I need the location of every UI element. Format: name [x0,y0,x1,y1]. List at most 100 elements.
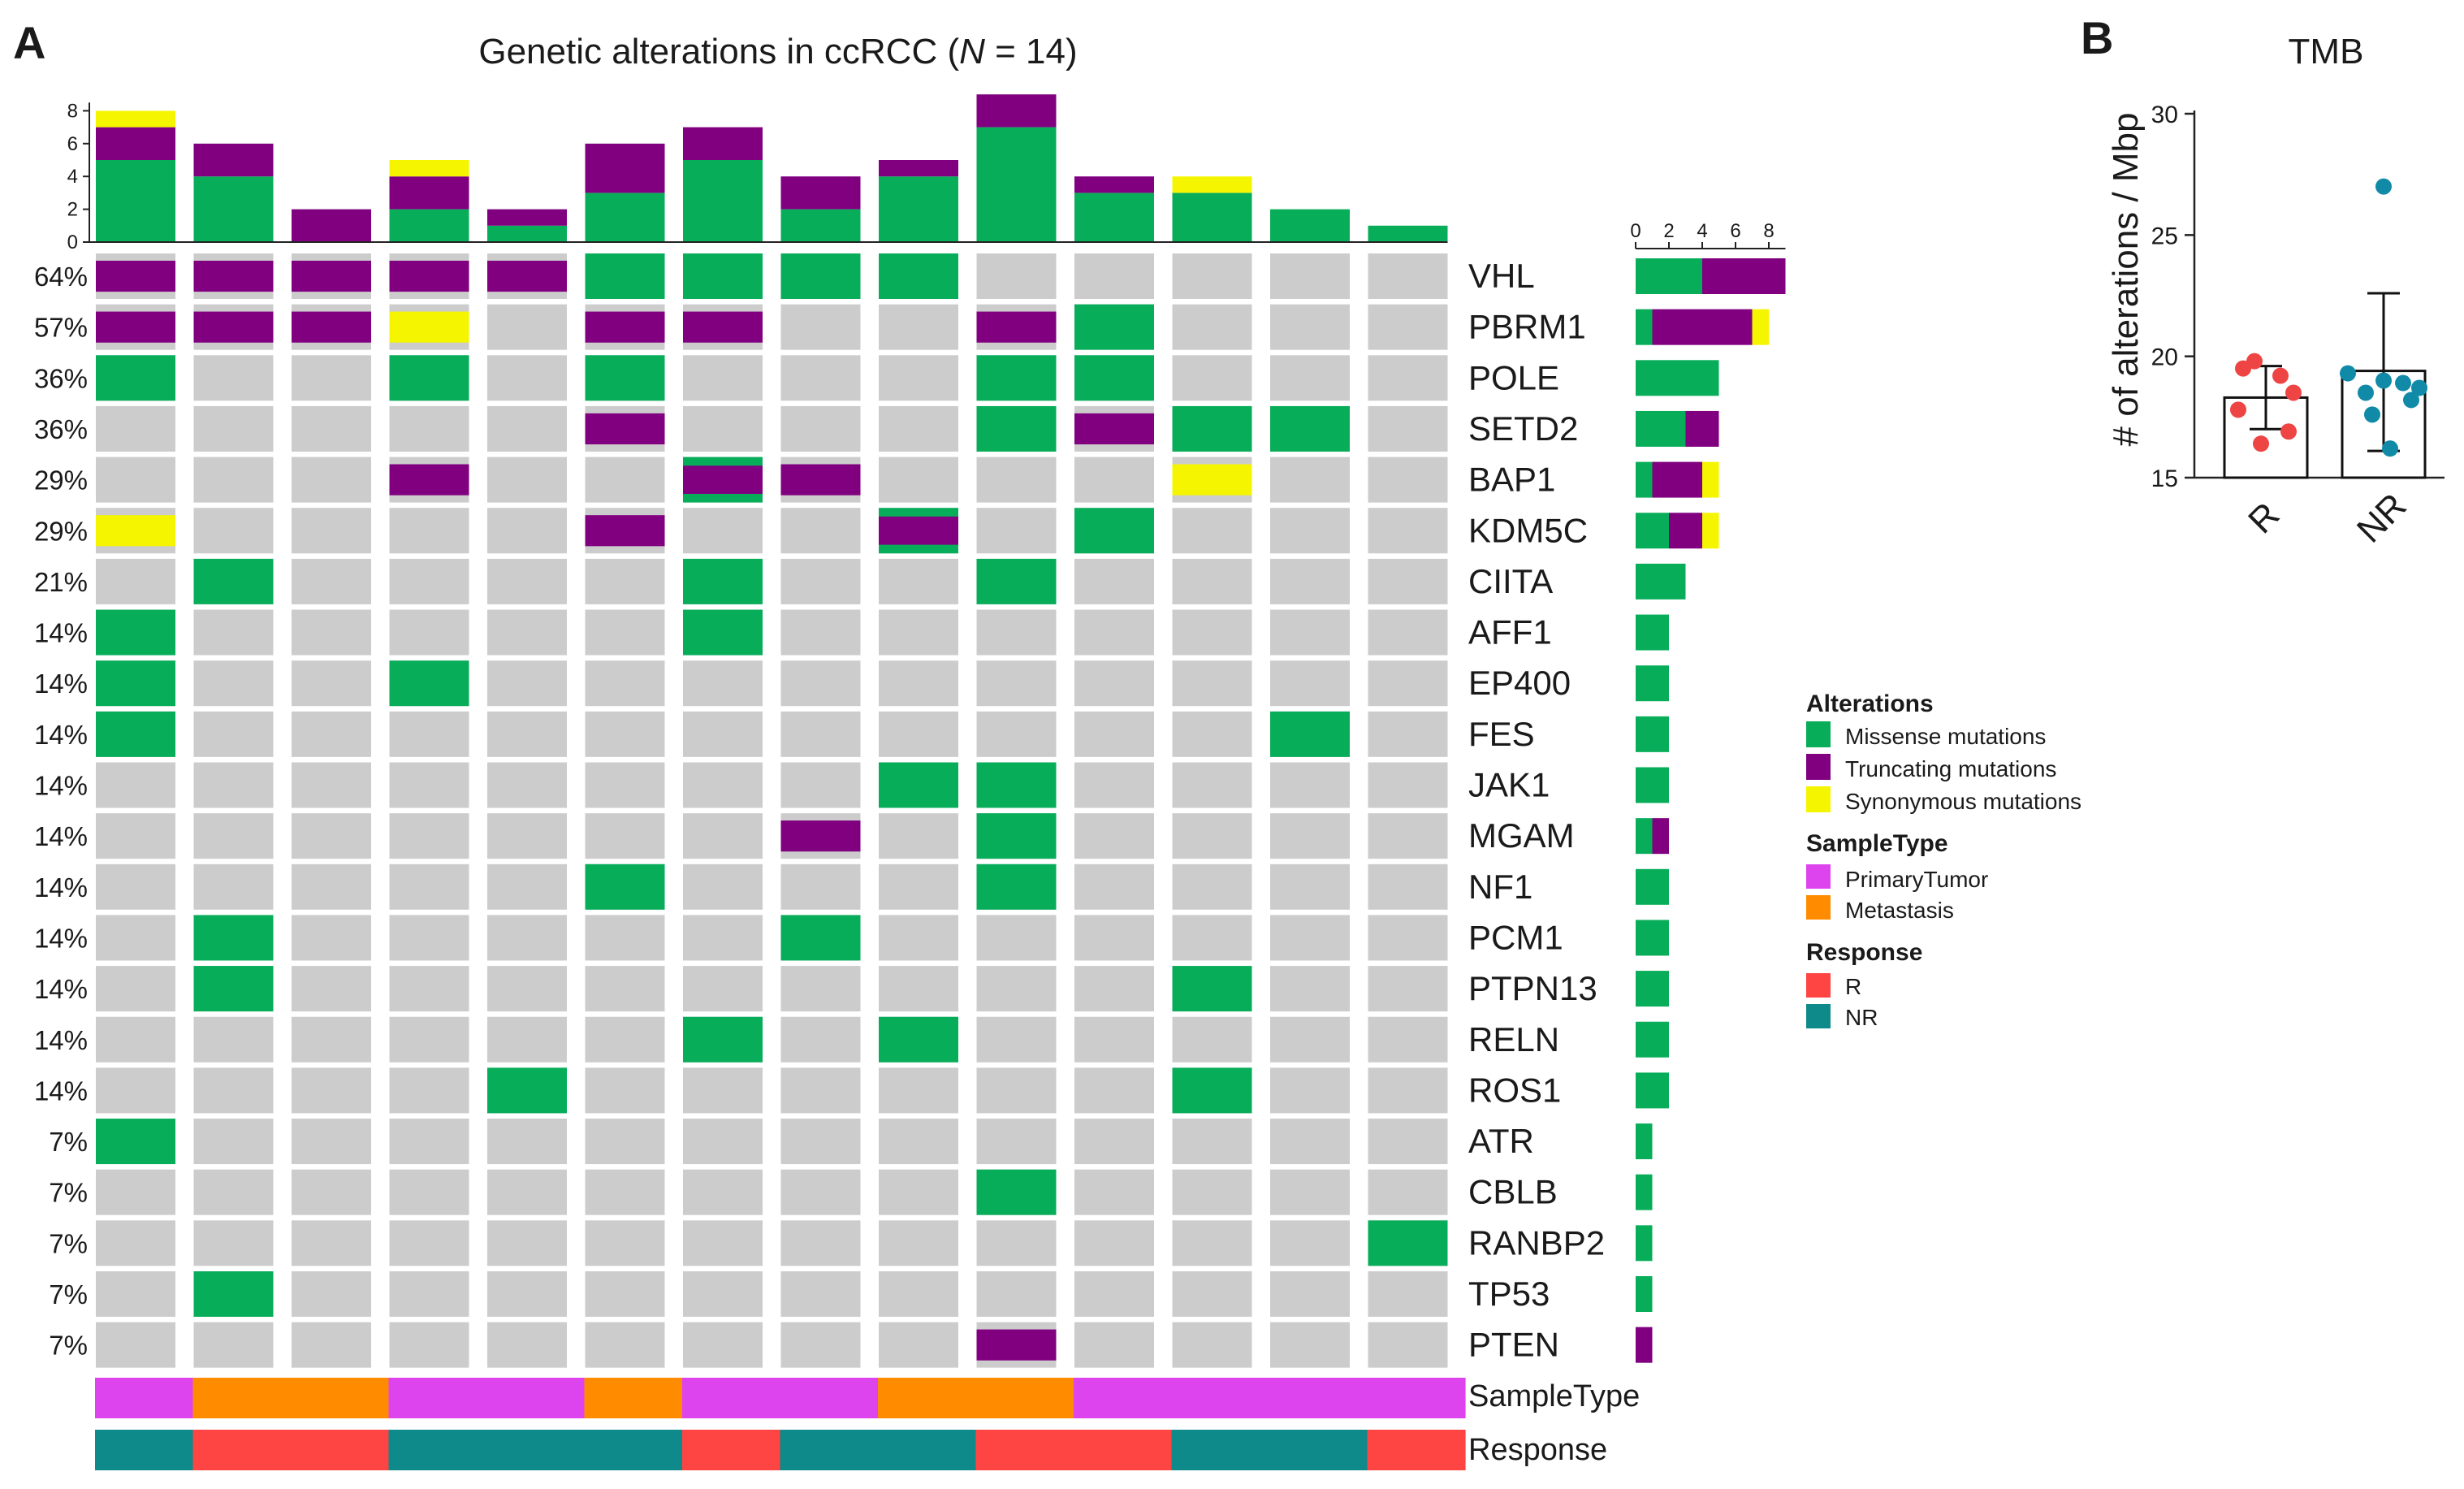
gene-label: SETD2 [1468,409,1578,448]
percentage-label: 14% [34,923,88,953]
cell-bg [193,1119,274,1165]
cell-bg [879,966,958,1012]
cell-missense [976,558,1057,604]
cell-bg [780,864,861,910]
legend-r-label: R [1845,974,1861,999]
gene-axis-tick-label: 4 [1697,220,1707,242]
cell-bg [389,609,469,656]
cell-bg [683,1067,763,1114]
gene-bar-missense [1636,1072,1669,1109]
cell-truncating [96,260,175,292]
cell-bg [389,864,469,910]
cell-missense [976,864,1057,910]
cell-bg [976,1067,1057,1114]
cell-bg [1074,1322,1154,1368]
cell-bg [1368,1322,1448,1368]
cell-bg [487,304,567,350]
cell-bg [487,660,567,707]
cell-bg [585,966,665,1012]
gene-bar-synonymous [1702,513,1719,549]
cell-bg [879,558,958,604]
cell-bg [1368,405,1448,452]
cell-bg [193,660,274,707]
cell-bg [1172,609,1252,656]
cell-bg [585,1119,665,1165]
cell-bg [683,915,763,961]
sampletype-cell [682,1378,781,1418]
cell-bg [976,1119,1057,1165]
cell-bg [879,1220,958,1266]
cell-bg [585,762,665,808]
cell-bg [1270,660,1350,707]
percentage-label: 57% [34,313,88,343]
cell-bg [96,1322,175,1368]
sampletype-track-label: SampleType [1468,1379,1640,1413]
panel-b-label: B [2081,12,2113,63]
cell-bg [879,1169,958,1215]
gene-bar-missense [1636,1174,1653,1210]
cell-bg [487,1322,567,1368]
gene-bar-missense [1636,920,1669,956]
cell-bg [292,762,371,808]
cell-bg [1368,558,1448,604]
cell-missense [976,1169,1057,1215]
cell-bg [96,1067,175,1114]
tmb-x-label-NR: NR [2349,486,2414,551]
percentage-label: 14% [34,1025,88,1055]
cell-bg [487,1119,567,1165]
cell-bg [389,405,469,452]
sampletype-cell [486,1378,586,1418]
tmb-plot: 15 20 25 30 R NR [2151,102,2445,551]
cell-bg [389,1067,469,1114]
cell-bg [976,609,1057,656]
response-cell [878,1430,977,1470]
cell-truncating [683,465,763,494]
sample-bar-truncating [585,143,665,193]
cell-bg [1270,558,1350,604]
gene-bar-truncating [1652,461,1702,498]
cell-truncating [292,260,371,292]
cell-missense [389,660,469,707]
cell-missense [193,966,274,1012]
sample-bar-missense [1172,193,1252,242]
cell-bg [487,457,567,503]
cell-bg [389,558,469,604]
cell-bg [1270,508,1350,554]
sample-bar-missense [389,209,469,242]
cell-bg [780,609,861,656]
cell-bg [780,1322,861,1368]
cell-bg [976,1220,1057,1266]
cell-bg [96,966,175,1012]
cell-missense [585,864,665,910]
cell-bg [1074,1169,1154,1215]
cell-bg [1074,1271,1154,1317]
gene-label: JAK1 [1468,766,1550,804]
sample-axis-tick-label: 4 [67,166,78,188]
cell-missense [96,711,175,757]
cell-bg [389,1271,469,1317]
cell-bg [1270,762,1350,808]
tmb-point-NR [2358,384,2374,401]
cell-bg [193,813,274,859]
cell-bg [683,762,763,808]
cell-bg [879,1322,958,1368]
cell-bg [1270,304,1350,350]
sample-bar-truncating [389,176,469,210]
cell-truncating [487,260,567,292]
legend-synonymous-swatch [1806,786,1831,812]
cell-bg [780,304,861,350]
cell-missense [780,915,861,961]
sample-bar-missense [96,160,175,242]
cell-bg [193,762,274,808]
gene-bar-missense [1636,868,1669,905]
gene-bar-missense [1636,513,1669,549]
cell-bg [1074,253,1154,299]
cell-truncating [193,260,274,292]
tmb-point-NR [2395,374,2411,392]
cell-bg [487,813,567,859]
cell-missense [976,355,1057,401]
cell-bg [193,405,274,452]
cell-bg [1172,915,1252,961]
legend-sampletype-title: SampleType [1806,830,1948,857]
cell-bg [292,966,371,1012]
